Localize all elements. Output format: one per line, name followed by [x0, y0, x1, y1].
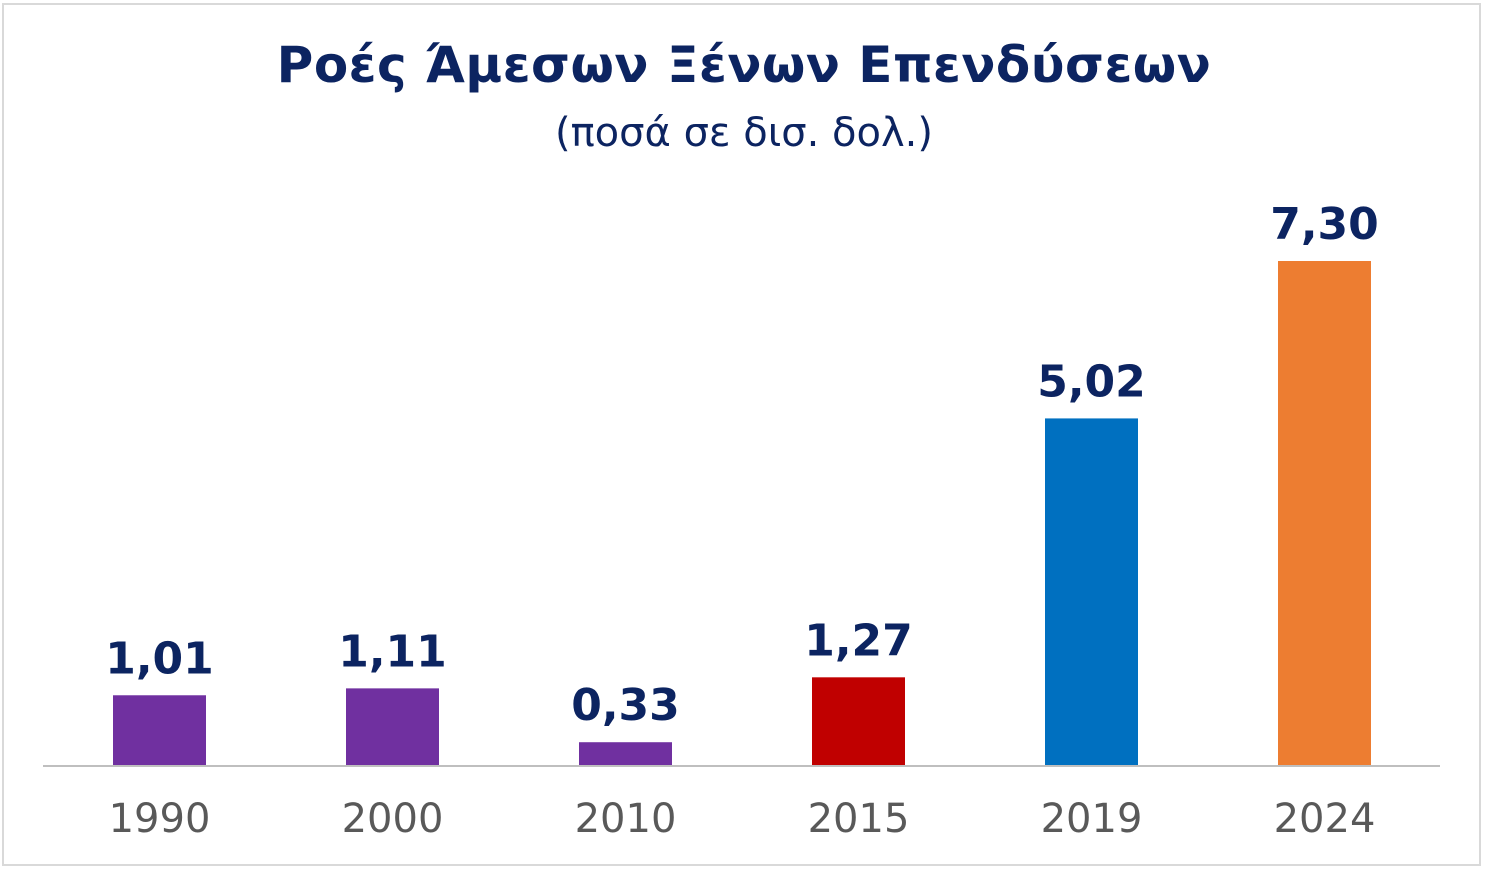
chart-title: Ροές Άμεσων Ξένων Επενδύσεων — [276, 36, 1212, 94]
value-label-2019: 5,02 — [1037, 356, 1146, 407]
labels-group: 1,01 1990 1,11 2000 0,33 2010 1,27 2015 5,02 2019… — [105, 199, 1379, 842]
category-label-1990: 1990 — [109, 796, 211, 842]
value-label-2015: 1,27 — [804, 615, 913, 666]
category-label-2019: 2019 — [1041, 796, 1143, 842]
chart-subtitle: (ποσά σε δισ. δολ.) — [554, 110, 933, 156]
category-label-2024: 2024 — [1274, 796, 1376, 842]
bar-1990 — [113, 695, 206, 765]
value-label-2010: 0,33 — [571, 680, 680, 731]
bar-2015 — [812, 677, 905, 765]
bar-2024 — [1278, 261, 1371, 765]
value-label-2000: 1,11 — [338, 626, 447, 677]
value-label-2024: 7,30 — [1270, 199, 1379, 250]
category-label-2000: 2000 — [342, 796, 444, 842]
category-label-2015: 2015 — [808, 796, 910, 842]
category-label-2010: 2010 — [575, 796, 677, 842]
bar-2010 — [579, 742, 672, 765]
bar-2019 — [1045, 418, 1138, 765]
chart-frame — [2, 3, 1481, 866]
bars-group — [113, 261, 1371, 765]
bar-2000 — [346, 688, 439, 765]
value-label-1990: 1,01 — [105, 633, 214, 684]
